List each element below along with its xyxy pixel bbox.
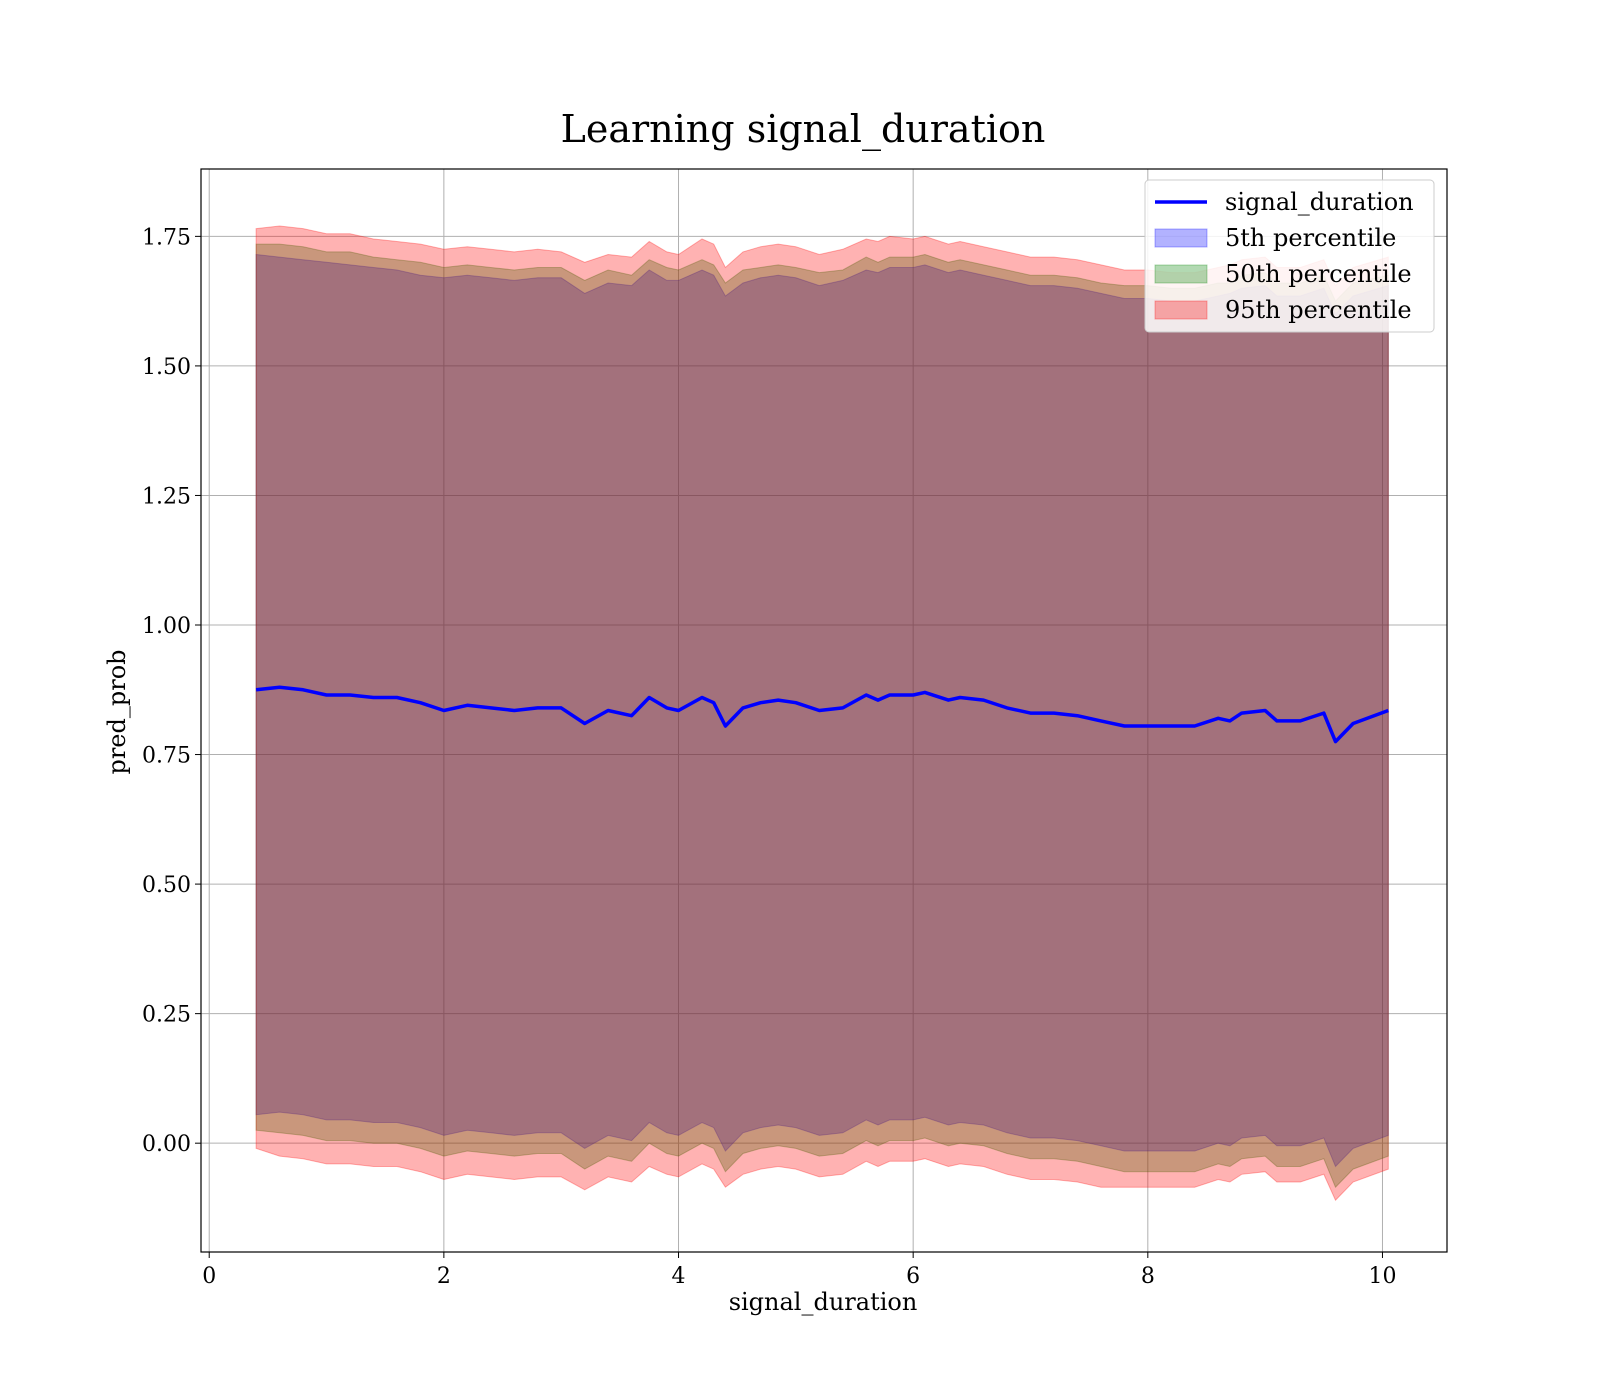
band-95th-percentile — [255, 225, 1389, 1202]
y-tick-label: 1.75 — [142, 225, 191, 250]
y-tick-label: 1.00 — [142, 614, 191, 639]
y-tick-label: 0.75 — [142, 744, 191, 769]
legend-box — [1144, 179, 1435, 333]
series-lines — [255, 685, 1389, 744]
x-tick-label: 0 — [202, 1264, 216, 1289]
y-tick-label: 0.25 — [142, 1003, 191, 1028]
axes-border — [200, 168, 1448, 1253]
percentile-bands — [255, 225, 1389, 1202]
y-tick-label: 1.50 — [142, 355, 191, 380]
grid-lines — [201, 169, 1447, 1252]
y-tick-label: 0.50 — [142, 873, 191, 898]
x-tick-label: 6 — [906, 1264, 920, 1289]
y-axis-ticks: 0.00 0.25 0.50 0.75 1.00 1.25 1.50 1.75 — [142, 225, 201, 1157]
legend-entry-label: 95th percentile — [1225, 296, 1412, 324]
x-tick-label: 10 — [1368, 1264, 1396, 1289]
y-tick-label: 1.25 — [142, 484, 191, 509]
legend-entry-label: 5th percentile — [1225, 224, 1396, 252]
legend-entry-label: 50th percentile — [1225, 260, 1412, 288]
x-tick-label: 8 — [1141, 1264, 1155, 1289]
y-axis-label: pred_prob — [103, 649, 131, 774]
legend-patch-swatch — [1154, 300, 1208, 320]
x-tick-label: 4 — [672, 1264, 686, 1289]
legend-patch-swatch — [1154, 264, 1208, 284]
axes-frame — [200, 168, 1448, 1253]
x-axis-ticks: 0 2 4 6 8 10 — [202, 1252, 1396, 1289]
y-tick-label: 0.00 — [142, 1132, 191, 1157]
x-tick-label: 2 — [437, 1264, 451, 1289]
legend-patch-swatch — [1154, 228, 1208, 248]
series-line-signal-duration — [255, 685, 1389, 744]
legend: signal_duration 5th percentile 50th percen… — [1144, 179, 1435, 333]
band-50th-percentile — [255, 243, 1389, 1189]
x-axis-label: signal_duration — [729, 1288, 918, 1316]
chart-title: Learning signal_duration — [561, 107, 1046, 152]
legend-entry-label: signal_duration — [1225, 188, 1414, 216]
